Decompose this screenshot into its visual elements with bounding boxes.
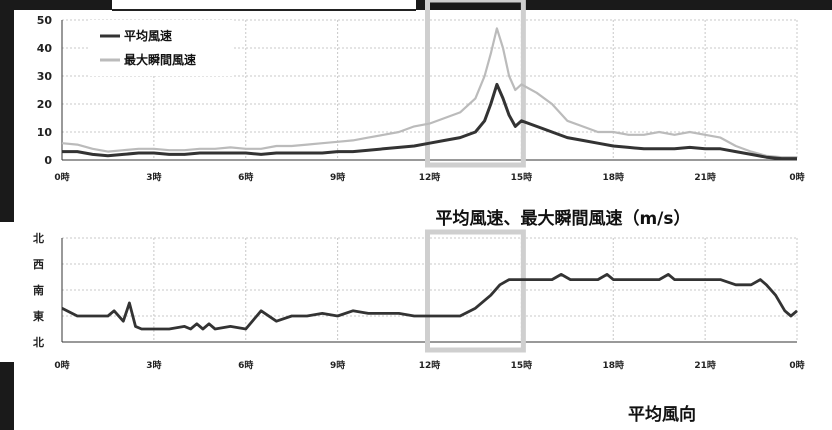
- speed-y-tick-label: 0: [44, 154, 52, 167]
- speed-x-tick-label: 0時: [789, 171, 804, 183]
- speed-highlight-box: [425, 0, 526, 168]
- direction-highlight-box: [425, 229, 526, 353]
- max-gust-line: [61, 27, 797, 159]
- mean-speed-line: [62, 82, 797, 161]
- direction-y-tick-label: 北: [33, 231, 44, 245]
- direction-x-tick-label: 12時: [419, 359, 441, 371]
- speed-x-tick-label: 12時: [419, 171, 441, 183]
- speed-x-tick-label: 18時: [602, 171, 624, 183]
- direction-x-tick-label: 3時: [146, 359, 161, 371]
- direction-x-tick-label: 0時: [789, 359, 804, 371]
- direction-x-tick-label: 18時: [602, 359, 624, 371]
- legend-label: 平均風速: [124, 28, 172, 43]
- chart-background-strip: [0, 222, 14, 362]
- direction-x-tick-label: 15時: [511, 359, 533, 371]
- direction-y-tick-label: 北: [33, 335, 44, 349]
- wind-direction-chart-panel: [14, 222, 832, 430]
- direction-x-tick-label: 9時: [330, 359, 345, 371]
- direction-x-tick-label: 0時: [54, 359, 69, 371]
- direction-caption: 平均風向: [628, 404, 696, 425]
- speed-x-tick-label: 15時: [511, 171, 533, 183]
- speed-y-tick-label: 50: [37, 14, 53, 27]
- direction-y-tick-label: 南: [33, 283, 44, 297]
- speed-caption: 平均風速、最大瞬間風速（m/s）: [435, 208, 690, 229]
- direction-y-tick-label: 東: [33, 309, 45, 323]
- speed-x-tick-label: 3時: [146, 171, 161, 183]
- speed-x-tick-label: 21時: [694, 171, 716, 183]
- speed-x-tick-label: 0時: [54, 171, 69, 183]
- speed-y-tick-label: 20: [37, 98, 53, 111]
- top-header-bar: [112, 0, 416, 11]
- direction-x-tick-label: 6時: [238, 359, 253, 371]
- direction-x-tick-label: 21時: [694, 359, 716, 371]
- direction-y-tick-label: 西: [33, 258, 44, 271]
- legend-label: 最大瞬間風速: [124, 52, 196, 67]
- speed-legend-box: [90, 20, 232, 76]
- speed-y-tick-label: 10: [37, 126, 53, 139]
- speed-y-tick-label: 40: [37, 42, 53, 55]
- speed-y-tick-label: 30: [37, 70, 53, 83]
- speed-x-tick-label: 9時: [330, 171, 345, 183]
- speed-x-tick-label: 6時: [238, 171, 253, 183]
- mean-direction-line: [61, 273, 798, 331]
